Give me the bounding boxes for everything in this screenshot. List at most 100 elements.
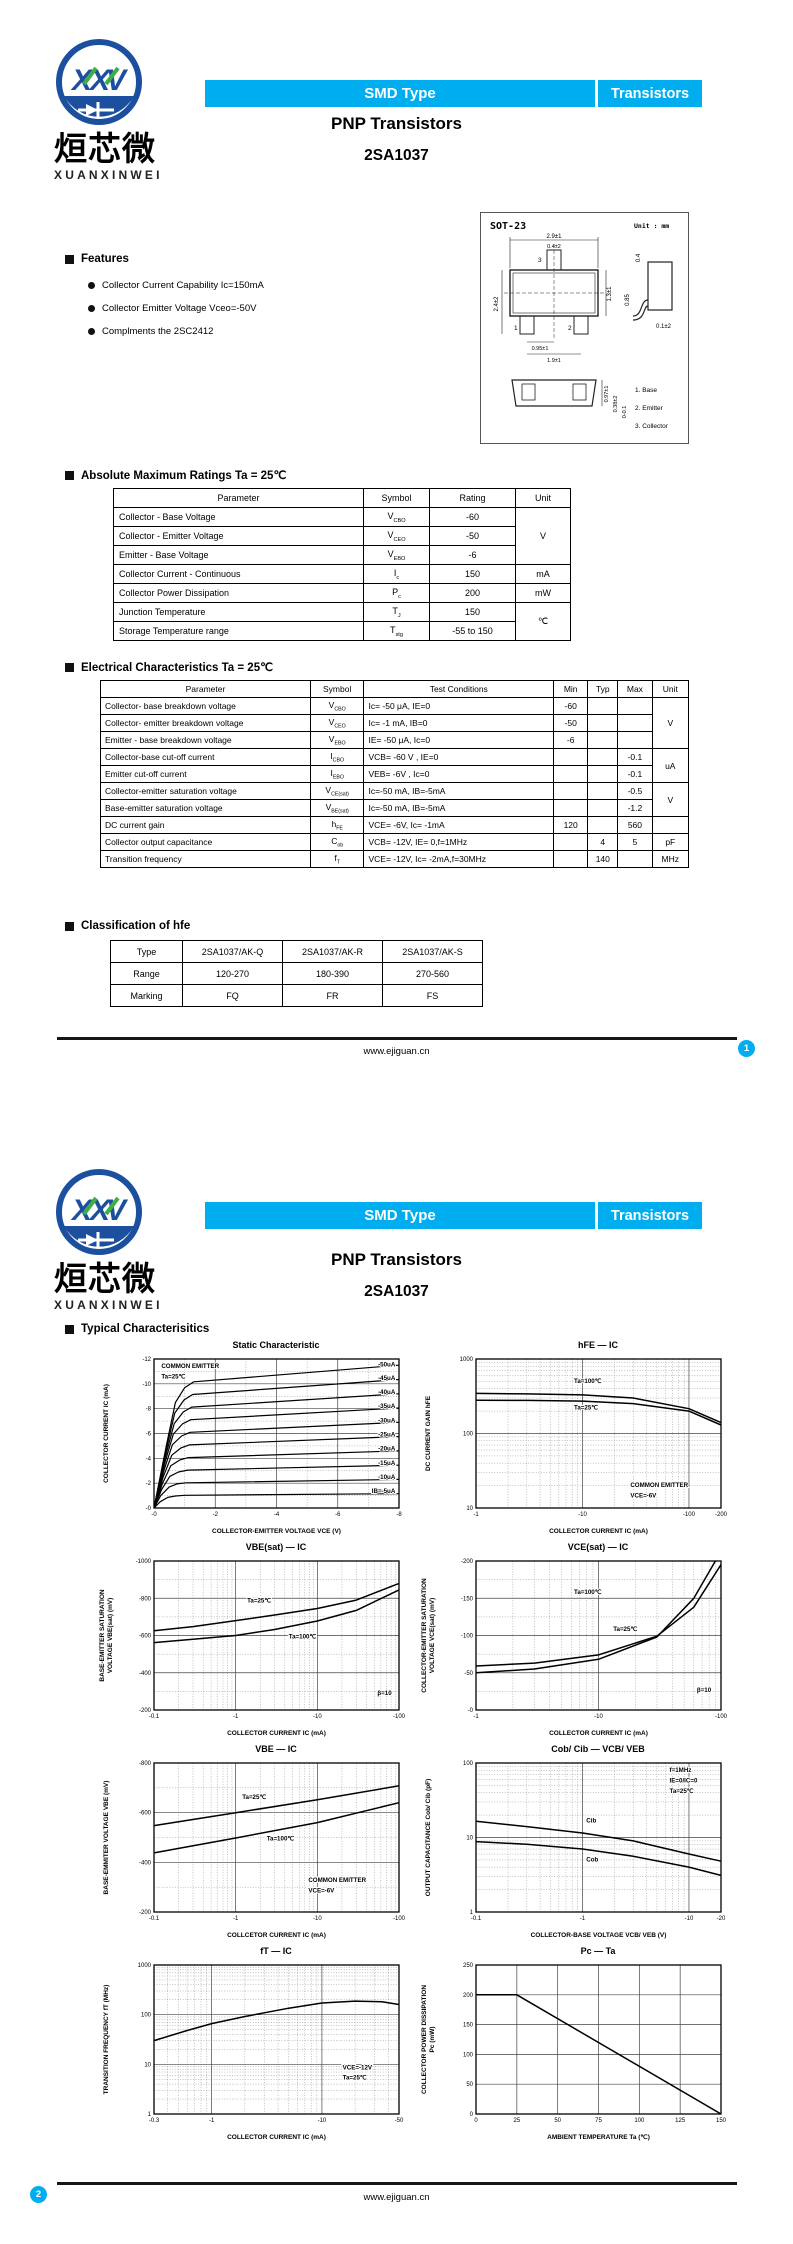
chart-svg: 0 25 50 75 100 125 150 0 50 100 150 200 250 AMBIENT T… (420, 1957, 734, 2142)
table-row: Emitter - Base Voltage VEBO -6 (113, 545, 571, 565)
svg-text:-12: -12 (142, 1357, 151, 1363)
feature-item: Collector Current Capability Ic=150mA (88, 280, 264, 291)
cell-symbol: VCEO (309, 714, 365, 732)
svg-text:-0: -0 (468, 1708, 474, 1714)
chart-annotation: Cob (586, 1856, 598, 1863)
cell-rating: 150 (429, 564, 516, 584)
cell-max: 560 (617, 816, 653, 834)
cell-symbol: Pc (363, 583, 430, 603)
dim-lead-thickness: 0.1±2 (656, 324, 672, 330)
cell-min: 120 (553, 816, 589, 834)
footer-url: www.ejiguan.cn (363, 2192, 430, 2203)
svg-text:1: 1 (470, 1910, 474, 1916)
cell-unit: V (515, 507, 571, 565)
column-header: Symbol (363, 488, 430, 508)
dim-body-height: 2.4±2 (494, 296, 500, 312)
column-header: Rating (429, 488, 516, 508)
cell-value: 120-270 (182, 962, 283, 985)
cell-max: -0.1 (617, 765, 653, 783)
cell-max: 5 (617, 833, 653, 851)
cell-conditions: Ic=-50 mA, IB=-5mA (363, 782, 555, 800)
cell-min (553, 799, 589, 817)
svg-text:-10: -10 (318, 2118, 327, 2124)
cell-parameter: Collector Power Dissipation (113, 583, 364, 603)
chart-annotation: Ta=100℃ (574, 1589, 602, 1596)
chart-annotation: Ta=25℃ (247, 1598, 271, 1605)
logo-english-name: XUANXINWEI (54, 1298, 163, 1312)
series-line (153, 1582, 400, 1632)
chart-annotation: -15uA (378, 1460, 396, 1467)
cell-max (617, 731, 653, 749)
svg-text:-200: -200 (139, 1910, 152, 1916)
doc-title: PNP Transistors (330, 1250, 463, 1269)
y-axis-label: COLLECTOR POWER DISSIPATION (421, 1985, 428, 2094)
table-row: Type 2SA1037/AK-Q 2SA1037/AK-R 2SA1037/AK-S (110, 940, 483, 963)
feature-item: Complments the 2SC2412 (88, 326, 264, 337)
dim-span: 1.9±1 (547, 358, 561, 364)
series-line (153, 1464, 400, 1509)
svg-text:-8: -8 (146, 1407, 152, 1413)
chart-annotation: -30uA (378, 1417, 396, 1424)
cell-max: -0.1 (617, 748, 653, 766)
chart-annotation: Ta=25℃ (613, 1626, 637, 1633)
table-row: Collector Current - Continuous Ic 150 mA (113, 564, 571, 584)
svg-text:-800: -800 (139, 1596, 152, 1602)
table-row: Collector - Emitter Voltage VCEO -50 (113, 526, 571, 546)
chart-annotation: Ta=25℃ (242, 1794, 266, 1801)
banner-transistors: Transistors (598, 1202, 702, 1229)
x-axis-label: COLLECTOR CURRENT IC (mA) (549, 1730, 648, 1737)
table-row: Collector Power Dissipation Pc 200 mW (113, 583, 571, 603)
svg-text:V: V (106, 1194, 129, 1227)
chart-annotation: Ta=25℃ (670, 1788, 694, 1795)
cell-symbol: VEBO (363, 545, 430, 565)
column-header: Parameter (100, 680, 311, 698)
svg-text:-150: -150 (461, 1596, 474, 1602)
svg-text:-10: -10 (313, 1916, 322, 1922)
cell-max: -1.2 (617, 799, 653, 817)
table-row: Collector- emitter breakdown voltage VCEO… (100, 714, 689, 732)
svg-text:-100: -100 (393, 1916, 406, 1922)
cell-typ (587, 748, 619, 766)
svg-text:100: 100 (463, 1761, 474, 1767)
section-square-icon (65, 254, 74, 264)
chart-title: VCE(sat) — IC (567, 1542, 629, 1552)
cell-unit: V (651, 697, 690, 749)
svg-text:X: X (70, 64, 94, 97)
chart-annotation: Cib (586, 1818, 596, 1825)
x-axis-label: AMBIENT TEMPERATURE Ta (℃) (547, 2133, 650, 2141)
table-row: Collector-emitter saturation voltage VCE(… (100, 782, 690, 817)
chart-annotation: IE=0/IC=0 (670, 1777, 698, 1784)
svg-text:-2: -2 (146, 1481, 152, 1487)
chart-svg: -0.1 -1 -10 -100 -200 -400 -600 -800 -1000 Ta=25℃… (98, 1553, 412, 1738)
chart-annotation: β=10 (377, 1690, 392, 1697)
y-axis-label: COLLECTOR-EMITTER SATURATION (421, 1578, 428, 1693)
svg-text:-200: -200 (139, 1708, 152, 1714)
chart-annotation: COMMON EMITTER (308, 1877, 366, 1884)
package-unit: Unit : mm (634, 222, 669, 230)
svg-text:-10: -10 (313, 1714, 322, 1720)
svg-text:V: V (106, 64, 129, 97)
chart-pc-vs-ta: Pc — Ta 0 25 50 75 100 125 150 0 50 100 150 200 250 AM… (420, 1946, 734, 2142)
part-number: 2SA1037 (364, 147, 429, 164)
svg-text:10: 10 (466, 1506, 473, 1512)
chart-title: Static Characteristic (232, 1340, 320, 1350)
footer-divider (57, 1037, 737, 1040)
series-line (153, 1407, 400, 1509)
series-line (153, 1785, 400, 1827)
bullet-icon (88, 305, 95, 312)
page-number-badge: 2 (30, 2186, 47, 2203)
cell-symbol: IEBO (309, 765, 365, 783)
cell-value: Marking (110, 984, 183, 1007)
svg-text:-1: -1 (473, 1714, 479, 1720)
chart-svg: -0 -2 -4 -6 -8 -0 -2 -4 -6 -8 -10 -12 COMMON EMITTER… (98, 1351, 412, 1536)
cell-symbol: VCBO (363, 507, 430, 527)
y-axis-label: VOLTAGE VBE(sat) (mV) (107, 1598, 114, 1674)
column-header: Max (617, 680, 653, 698)
cell-unit: uA (651, 748, 690, 783)
dim-height: 0.97±1 (604, 386, 610, 403)
svg-text:-100: -100 (461, 1634, 474, 1640)
classification-heading: Classification of hfe (65, 920, 190, 932)
dim-lead-height: 0.38±2 (613, 396, 619, 413)
pin3-label: 3 (538, 257, 542, 264)
feature-item: Collector Emitter Voltage Vceo=-50V (88, 303, 264, 314)
